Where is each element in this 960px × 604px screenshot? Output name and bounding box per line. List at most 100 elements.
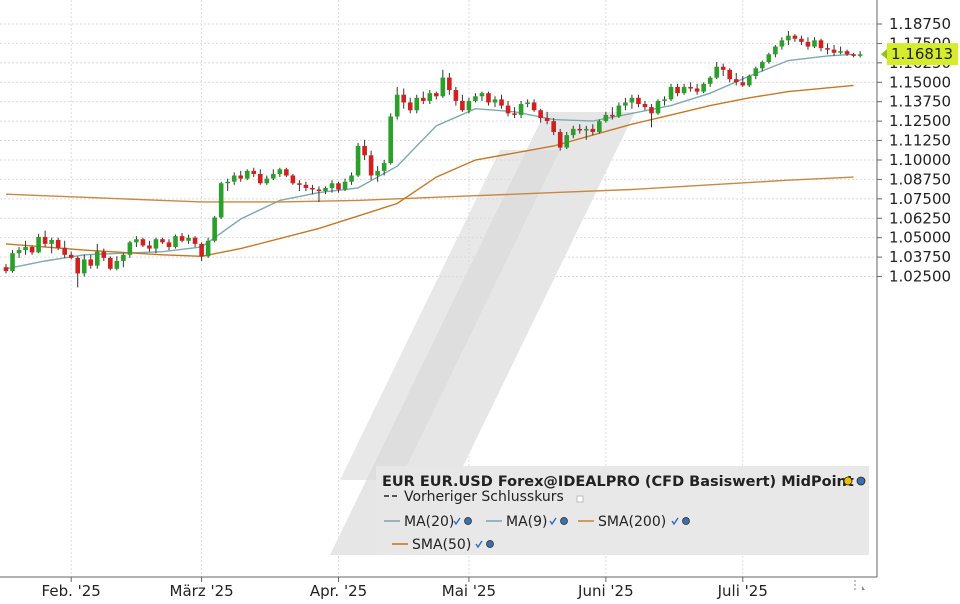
candle-body: [727, 69, 733, 80]
candle-body: [733, 79, 739, 83]
candle-body: [499, 99, 504, 106]
candle-body: [36, 236, 41, 253]
candle-body: [825, 48, 830, 50]
candle-body: [812, 40, 817, 47]
candle-body: [753, 68, 759, 77]
legend-item-label: MA(9): [506, 514, 548, 530]
visibility-icon[interactable]: [856, 476, 866, 486]
x-tick-label: Juli '25: [717, 582, 768, 600]
candle-body: [773, 46, 778, 55]
candle-body: [649, 107, 654, 114]
x-tick-label: Mai '25: [442, 582, 496, 600]
candle-body: [205, 240, 211, 257]
candle-body: [368, 155, 374, 176]
candle-body: [114, 260, 120, 269]
candle-body: [544, 118, 550, 122]
line-sma200: [5, 176, 854, 203]
candle-body: [23, 246, 28, 251]
candle-body: [127, 242, 133, 255]
candle-body: [388, 116, 393, 164]
candle-body: [101, 251, 107, 258]
candle-body: [316, 189, 322, 192]
candle-body: [231, 175, 237, 182]
candle-body: [55, 240, 61, 248]
candle-body: [362, 145, 367, 156]
checkmark-icon[interactable]: [475, 540, 483, 549]
checkmark-icon[interactable]: [549, 517, 557, 526]
legend-box: EUR EUR.USD Forex@IDEALPRO (CFD Basiswer…: [376, 466, 869, 555]
candle-body: [779, 40, 785, 47]
candle-body: [49, 240, 54, 244]
visibility-icon[interactable]: [464, 517, 472, 525]
candle-body: [375, 170, 380, 176]
candle-body: [108, 257, 113, 269]
candle-body: [746, 76, 752, 86]
candle-body: [460, 100, 465, 111]
candle-body: [381, 163, 387, 171]
candle-body: [29, 246, 35, 253]
candle-body: [557, 132, 563, 148]
candle-body: [160, 239, 165, 243]
x-tick-label: Apr. '25: [310, 582, 367, 600]
candle-body: [583, 128, 589, 131]
checkbox-icon[interactable]: [576, 495, 584, 503]
legend-item-label: SMA(50): [412, 537, 471, 553]
candles: [3, 30, 863, 288]
candle-body: [277, 169, 283, 174]
visibility-icon[interactable]: [682, 517, 690, 525]
candle-body: [16, 250, 22, 254]
candle-body: [505, 105, 511, 114]
line-ma20: [5, 53, 854, 270]
candle-body: [662, 99, 667, 101]
visibility-icon[interactable]: [560, 517, 568, 525]
candle-body: [394, 94, 400, 117]
settings-icon[interactable]: [843, 476, 853, 486]
candle-body: [623, 102, 628, 106]
candle-body: [134, 239, 139, 243]
candle-body: [199, 243, 204, 257]
candle-body: [564, 135, 570, 148]
candle-body: [760, 62, 765, 69]
y-tick-label: 1.12500: [889, 112, 951, 130]
legend-background: [376, 466, 869, 555]
candle-body: [238, 175, 244, 179]
candle-body: [336, 183, 341, 190]
candle-body: [264, 178, 270, 184]
candle-body: [818, 40, 824, 49]
checkmark-icon[interactable]: [671, 517, 679, 526]
candle-body: [218, 183, 224, 218]
candle-body: [720, 66, 726, 70]
candle-body: [42, 236, 48, 244]
candle-body: [153, 239, 159, 249]
candle-body: [642, 104, 648, 108]
legend-header: EUR EUR.USD Forex@IDEALPRO (CFD Basiswer…: [382, 474, 854, 490]
candle-body: [414, 97, 420, 111]
candle-body: [453, 90, 459, 101]
candle-body: [616, 105, 622, 117]
candle-body: [479, 93, 485, 97]
candle-body: [10, 253, 15, 272]
checkmark-icon[interactable]: [453, 517, 461, 526]
candle-body: [88, 259, 94, 266]
y-tick-label: 1.13750: [889, 93, 951, 111]
candle-body: [434, 93, 439, 97]
y-tick-label: 1.06250: [889, 209, 951, 227]
scroll-arrow-icon[interactable]: [862, 586, 865, 590]
candle-body: [629, 97, 635, 103]
candle-body: [844, 51, 850, 55]
candle-body: [186, 237, 191, 241]
candle-body: [447, 77, 452, 91]
candle-body: [179, 236, 185, 241]
candle-body: [212, 217, 217, 241]
candle-body: [786, 35, 791, 41]
candle-body: [675, 86, 680, 94]
price-tag-arrow: [881, 49, 887, 60]
y-tick-label: 1.07500: [889, 190, 951, 208]
candle-body: [740, 82, 746, 86]
visibility-icon[interactable]: [486, 540, 494, 548]
x-axis: Feb. '25 März '25 Apr. '25 Mai '25 Juni '25 J…: [0, 576, 877, 600]
candle-body: [688, 86, 693, 89]
indicator-lines: [5, 53, 854, 270]
